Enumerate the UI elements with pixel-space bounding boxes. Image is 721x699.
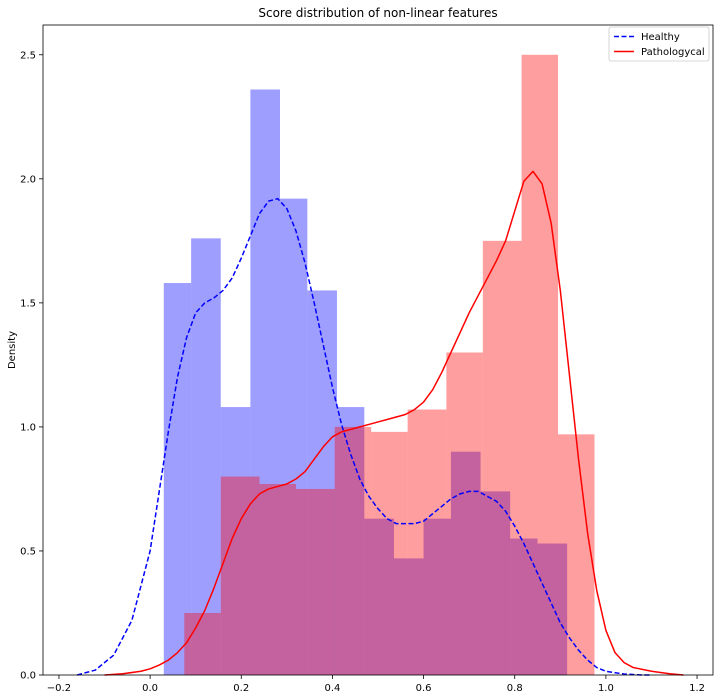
y-tick-label: 0.5 — [20, 546, 36, 557]
chart-title: Score distribution of non-linear feature… — [258, 6, 497, 20]
y-tick-label: 0.0 — [20, 671, 36, 682]
kde-line-healthy — [76, 197, 652, 676]
x-tick-label: 0.2 — [233, 683, 249, 694]
y-axis-label: Density — [7, 331, 18, 369]
x-tick-label: 0.6 — [416, 683, 432, 694]
hist-bar-healthy-6 — [336, 407, 365, 675]
x-tick-label: 0.4 — [324, 683, 340, 694]
plot-area — [76, 54, 684, 676]
hist-bar-pathologycal-7 — [446, 352, 483, 675]
hist-bar-healthy-11 — [480, 491, 511, 675]
hist-bar-pathologycal-1 — [220, 476, 260, 675]
kde-line-pathologycal — [104, 170, 684, 676]
plot-frame — [42, 24, 714, 676]
x-tick-label: 0.0 — [142, 683, 158, 694]
hist-bar-pathologycal-3 — [295, 488, 335, 675]
hist-bar-pathologycal-8 — [482, 240, 522, 675]
legend-box — [608, 26, 710, 62]
legend-pathologycal-label: Pathologycal — [641, 47, 705, 58]
hist-bar-healthy-2 — [220, 407, 251, 675]
histogram-healthy — [163, 89, 568, 676]
hist-bar-healthy-7 — [364, 518, 394, 675]
legend-healthy-label: Healthy — [641, 32, 680, 43]
y-tick-label: 2.0 — [20, 174, 36, 185]
x-tick-label: 1.0 — [598, 683, 614, 694]
hist-bar-healthy-1 — [191, 238, 221, 676]
hist-bar-pathologycal-2 — [259, 483, 296, 675]
hist-bar-healthy-4 — [280, 198, 308, 675]
hist-bar-healthy-9 — [423, 518, 451, 675]
hist-bar-pathologycal-0 — [184, 612, 221, 675]
hist-bar-pathologycal-4 — [334, 426, 372, 675]
hist-bar-healthy-10 — [450, 451, 481, 675]
y-tick-label: 1.5 — [20, 298, 36, 309]
hist-bar-healthy-3 — [250, 89, 281, 676]
x-tick-label: 0.8 — [507, 683, 523, 694]
histogram-pathologycal — [184, 54, 595, 675]
hist-bar-pathologycal-9 — [521, 54, 559, 675]
y-tick-label: 1.0 — [20, 422, 36, 433]
x-tick-label: −0.2 — [47, 683, 71, 694]
hist-bar-healthy-0 — [163, 283, 192, 675]
hist-bar-healthy-8 — [393, 558, 424, 675]
hist-bar-pathologycal-10 — [558, 434, 595, 675]
hist-bar-healthy-5 — [307, 290, 337, 675]
x-tick-label: 1.2 — [689, 683, 705, 694]
hist-bar-healthy-13 — [537, 543, 568, 675]
y-tick-label: 2.5 — [20, 50, 36, 61]
hist-bar-pathologycal-6 — [407, 409, 447, 675]
hist-bar-pathologycal-5 — [371, 431, 408, 675]
x-axis: −0.2 0.0 0.2 0.4 0.6 0.8 1.0 1.2 — [47, 675, 705, 694]
y-axis: 0.0 0.5 1.0 1.5 2.0 2.5 — [20, 50, 43, 682]
legend: Healthy Pathologycal — [608, 26, 710, 62]
hist-bar-healthy-12 — [510, 538, 538, 675]
